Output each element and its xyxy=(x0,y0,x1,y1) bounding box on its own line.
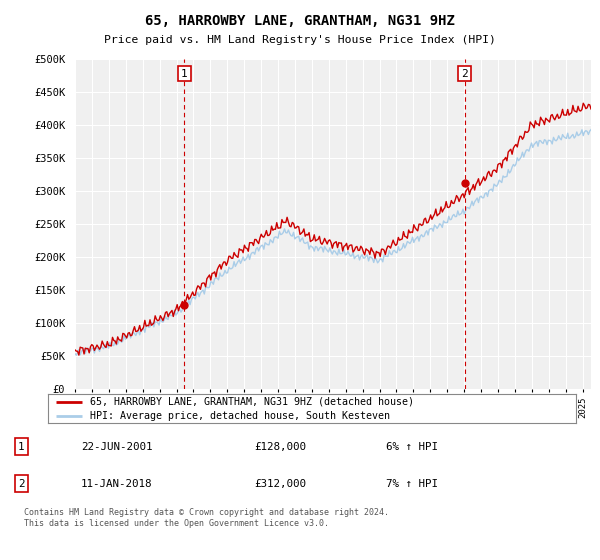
Text: £312,000: £312,000 xyxy=(254,479,306,489)
Text: 1: 1 xyxy=(181,69,188,79)
Text: 7% ↑ HPI: 7% ↑ HPI xyxy=(386,479,439,489)
Text: 2: 2 xyxy=(18,479,24,489)
Text: 11-JAN-2018: 11-JAN-2018 xyxy=(81,479,152,489)
Text: £128,000: £128,000 xyxy=(254,442,306,451)
Text: 22-JUN-2001: 22-JUN-2001 xyxy=(81,442,152,451)
Text: HPI: Average price, detached house, South Kesteven: HPI: Average price, detached house, Sout… xyxy=(90,410,390,421)
Text: 1: 1 xyxy=(18,442,24,451)
Text: 65, HARROWBY LANE, GRANTHAM, NG31 9HZ: 65, HARROWBY LANE, GRANTHAM, NG31 9HZ xyxy=(145,14,455,28)
Text: 6% ↑ HPI: 6% ↑ HPI xyxy=(386,442,439,451)
Text: Contains HM Land Registry data © Crown copyright and database right 2024.
This d: Contains HM Land Registry data © Crown c… xyxy=(24,508,389,528)
Text: Price paid vs. HM Land Registry's House Price Index (HPI): Price paid vs. HM Land Registry's House … xyxy=(104,35,496,45)
Text: 65, HARROWBY LANE, GRANTHAM, NG31 9HZ (detached house): 65, HARROWBY LANE, GRANTHAM, NG31 9HZ (d… xyxy=(90,396,414,407)
Text: 2: 2 xyxy=(461,69,468,79)
